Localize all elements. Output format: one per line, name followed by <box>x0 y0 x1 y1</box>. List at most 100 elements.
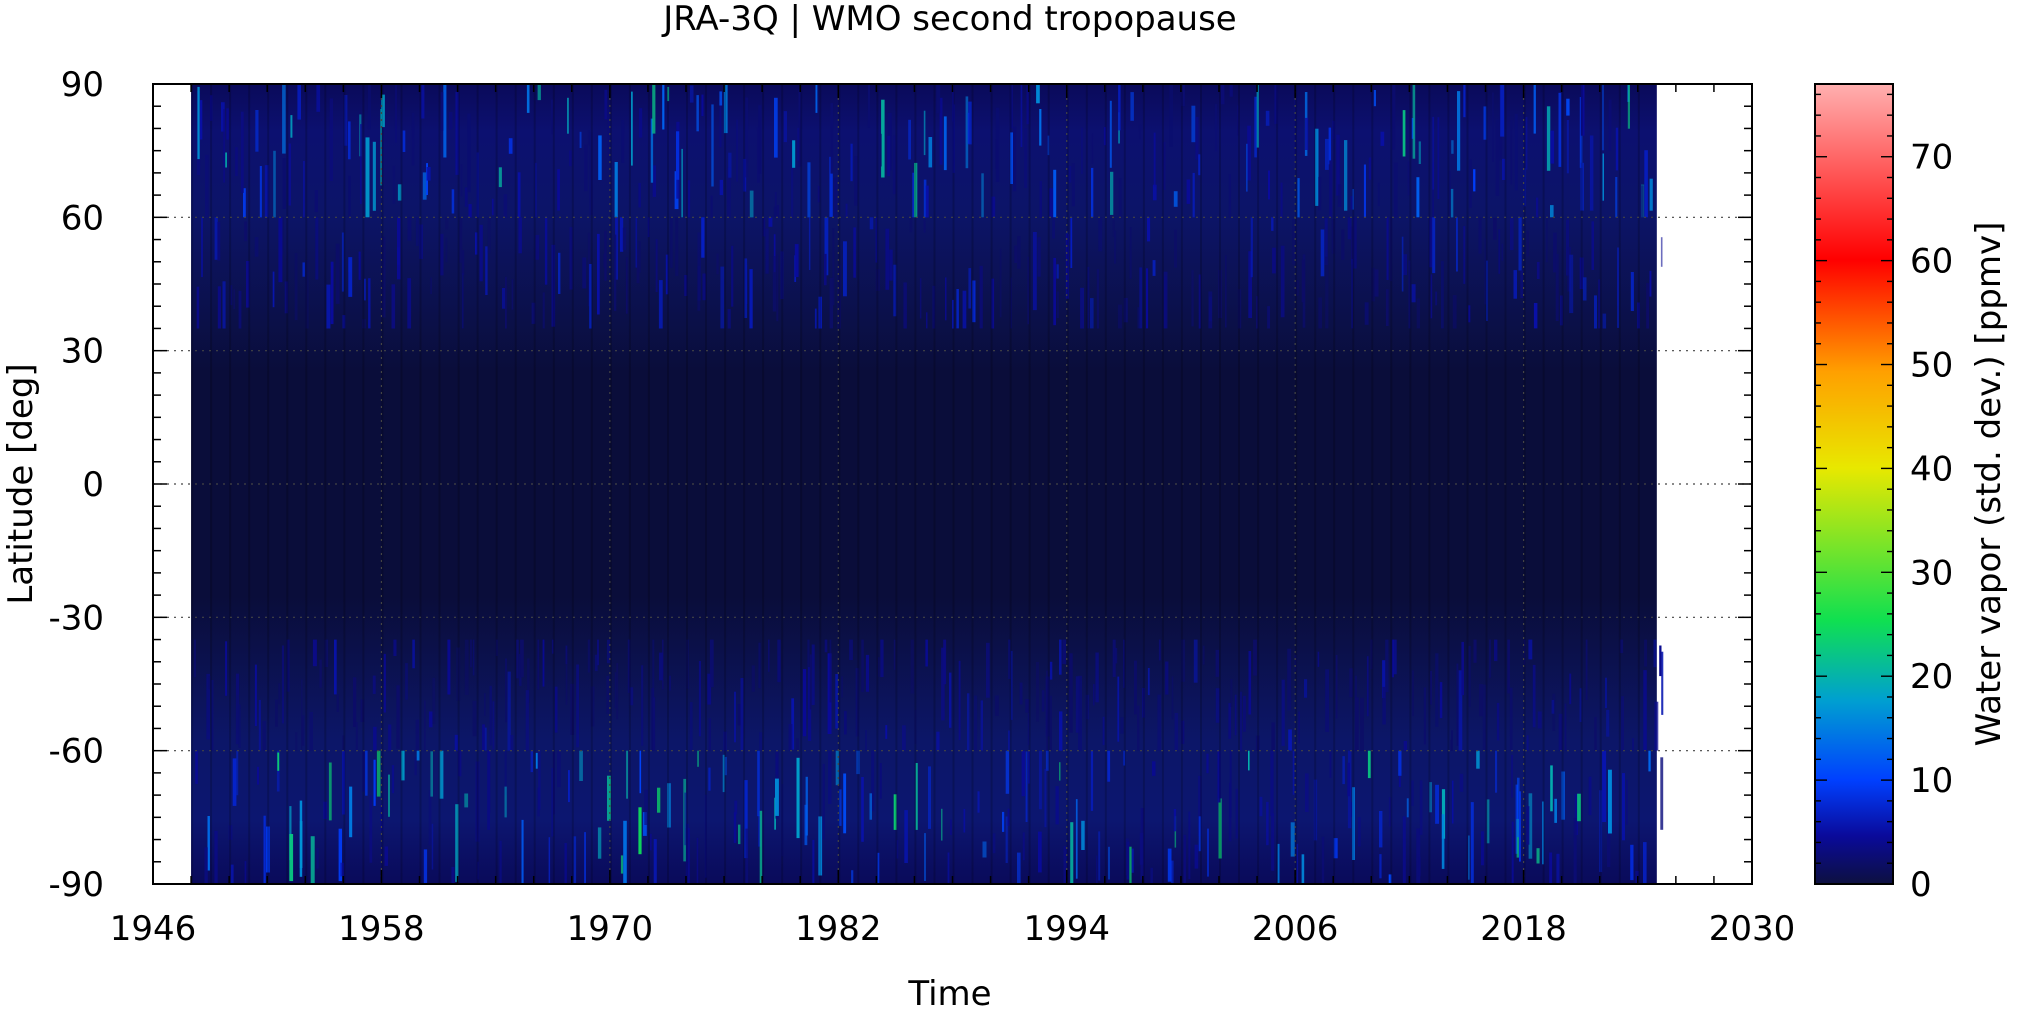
heatmap-cell <box>504 750 507 796</box>
heatmap-cell <box>1146 268 1149 329</box>
heatmap-cell <box>1401 236 1404 292</box>
heatmap-cell <box>214 217 218 260</box>
heatmap-cell <box>644 789 648 825</box>
heatmap-cell <box>902 725 906 751</box>
heatmap-cell <box>1288 729 1292 751</box>
heatmap-cell <box>979 265 983 329</box>
heatmap-cell <box>1162 142 1166 190</box>
heatmap-cell <box>211 680 214 751</box>
heatmap-cell <box>489 685 492 746</box>
heatmap-cell <box>892 135 897 195</box>
heatmap-cell <box>936 731 940 751</box>
heatmap-cell <box>416 750 420 761</box>
heatmap-cell <box>191 84 194 884</box>
heatmap-cell <box>686 84 688 884</box>
heatmap-cell <box>1287 648 1292 711</box>
heatmap-cell <box>1257 84 1260 884</box>
heatmap-cell <box>1123 84 1126 884</box>
heatmap-cell <box>1461 641 1464 696</box>
heatmap-cell <box>1556 853 1560 884</box>
heatmap-cell <box>1388 874 1392 884</box>
heatmap-cell <box>214 830 218 884</box>
heatmap-cell <box>396 685 400 749</box>
heatmap-cell <box>448 112 453 130</box>
heatmap-cell <box>1301 259 1305 303</box>
heatmap-cell <box>716 253 719 275</box>
heatmap-cell <box>956 289 959 329</box>
heatmap-cell <box>1120 717 1124 734</box>
heatmap-cell <box>225 641 228 696</box>
heatmap-cell <box>431 823 434 870</box>
heatmap-cell <box>952 299 954 329</box>
heatmap-cell <box>1594 295 1597 329</box>
heatmap-cell <box>1215 688 1220 723</box>
heatmap-cell <box>653 839 657 884</box>
heatmap-cell <box>358 251 361 280</box>
heatmap-cell <box>1129 227 1132 279</box>
heatmap-cell <box>794 244 799 277</box>
heatmap-cell <box>1331 219 1336 254</box>
heatmap-cell <box>1523 84 1526 884</box>
heatmap-cell <box>1112 219 1115 237</box>
heatmap-cell <box>475 761 480 842</box>
heatmap-cell <box>1090 750 1094 811</box>
heatmap-cell <box>722 754 725 793</box>
heatmap-cell <box>758 642 761 689</box>
heatmap-cell <box>567 97 569 134</box>
heatmap-cell <box>662 639 664 690</box>
heatmap-cell <box>1021 750 1025 797</box>
heatmap-cell <box>1514 113 1518 191</box>
heatmap-cell <box>1388 797 1392 827</box>
heatmap-cell <box>1599 790 1603 872</box>
heatmap-cell <box>487 217 491 254</box>
heatmap-cell <box>1010 132 1013 184</box>
heatmap-cell <box>467 113 471 193</box>
heatmap-cell <box>1439 682 1443 719</box>
heatmap-cell <box>456 647 461 701</box>
heatmap-cell <box>1398 750 1402 776</box>
heatmap-cell <box>1377 182 1380 207</box>
heatmap-cell <box>1608 99 1612 151</box>
heatmap-cell <box>604 230 607 281</box>
heatmap-cell <box>1271 217 1274 231</box>
heatmap-cell <box>205 154 209 218</box>
heatmap-cell <box>808 217 811 270</box>
heatmap-cell <box>1379 854 1382 879</box>
heatmap-cell <box>869 217 874 230</box>
heatmap-cell <box>719 91 723 106</box>
heatmap-cell <box>266 826 270 873</box>
heatmap-cell <box>1458 670 1463 751</box>
heatmap-cell <box>657 787 661 813</box>
heatmap-cell <box>289 806 292 861</box>
heatmap-cell <box>531 302 536 324</box>
heatmap-cell <box>749 190 754 218</box>
heatmap-cell <box>737 704 741 726</box>
heatmap-cell <box>1253 639 1257 676</box>
heatmap-cell <box>464 639 469 695</box>
heatmap-cell <box>1618 84 1621 884</box>
heatmap-cell <box>857 84 860 884</box>
x-tick-label: 1994 <box>1023 909 1110 949</box>
heatmap-cell <box>1536 848 1540 864</box>
heatmap-cell <box>1202 645 1205 665</box>
heatmap-cell <box>362 319 366 329</box>
heatmap-cell <box>381 94 385 128</box>
heatmap-cell <box>686 639 689 689</box>
heatmap-cell <box>1643 670 1647 751</box>
heatmap-cell <box>457 84 460 884</box>
heatmap-cell <box>1117 676 1120 742</box>
colorbar-tick-label: 50 <box>1910 346 1953 386</box>
heatmap-cell <box>1123 297 1128 323</box>
heatmap-cell <box>1566 120 1569 174</box>
heatmap-cell <box>1008 730 1011 751</box>
heatmap-cell <box>299 821 303 868</box>
heatmap-cell <box>569 227 573 290</box>
heatmap-cell <box>584 832 586 884</box>
heatmap-cell <box>745 97 749 178</box>
heatmap-cell <box>1271 813 1275 871</box>
heatmap-cell <box>1561 84 1564 884</box>
heatmap-cell <box>835 750 840 786</box>
heatmap-cell <box>312 639 317 667</box>
heatmap-cell <box>811 644 815 705</box>
heatmap-cell <box>925 639 928 667</box>
